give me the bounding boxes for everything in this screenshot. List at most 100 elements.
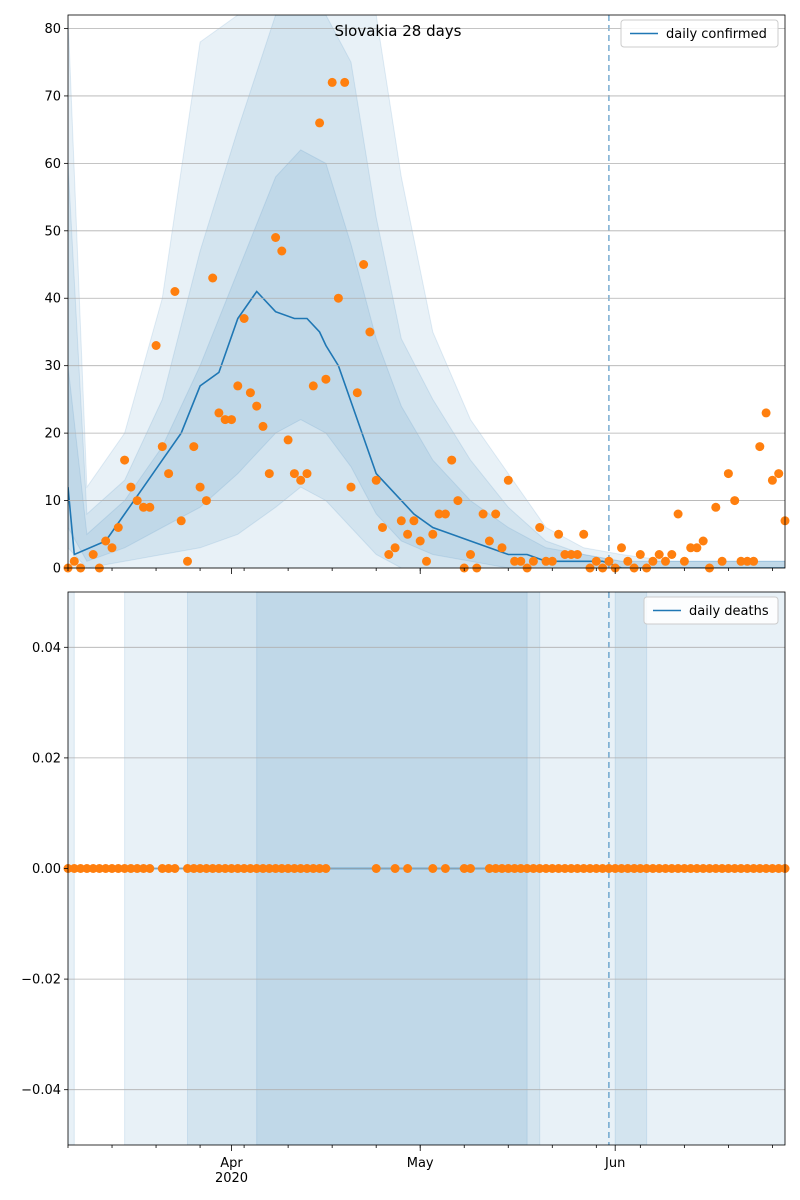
- data-point: [101, 536, 111, 546]
- x-tick-label: Apr: [220, 1156, 243, 1171]
- plot-area: [68, 15, 785, 568]
- legend-label: daily deaths: [689, 604, 769, 619]
- data-point: [264, 864, 274, 873]
- data-point: [635, 864, 645, 873]
- data-point: [510, 864, 520, 873]
- data-point: [491, 509, 501, 519]
- data-point: [352, 388, 362, 398]
- data-point: [673, 864, 683, 873]
- data-point: [736, 556, 746, 566]
- data-point: [227, 415, 236, 425]
- data-point: [761, 864, 771, 873]
- data-point: [654, 550, 664, 559]
- data-point: [617, 543, 626, 553]
- data-point: [629, 864, 639, 873]
- data-point: [604, 864, 614, 873]
- data-point: [623, 864, 633, 873]
- data-point: [327, 77, 337, 87]
- data-point: [390, 864, 400, 873]
- data-point: [88, 550, 98, 559]
- data-point: [711, 864, 721, 873]
- data-point: [139, 502, 148, 512]
- data-point: [547, 556, 557, 566]
- y-tick-label: 10: [44, 494, 61, 509]
- data-point: [466, 864, 475, 873]
- data-point: [484, 864, 494, 873]
- data-point: [183, 864, 192, 873]
- data-point: [302, 864, 312, 873]
- data-point: [113, 523, 123, 532]
- data-point: [365, 327, 375, 337]
- data-point: [528, 556, 538, 566]
- data-point: [378, 523, 387, 532]
- data-point: [252, 401, 262, 411]
- data-point: [686, 864, 696, 873]
- data-point: [541, 556, 551, 566]
- data-point: [189, 442, 199, 452]
- data-point: [648, 864, 658, 873]
- data-point: [315, 118, 325, 128]
- data-point: [201, 496, 211, 506]
- data-point: [749, 556, 759, 566]
- data-point: [409, 516, 419, 526]
- data-point: [145, 502, 155, 512]
- x-tick-label: Jun: [604, 1156, 625, 1171]
- data-point: [503, 475, 513, 485]
- data-point: [214, 864, 224, 873]
- data-point: [107, 543, 117, 553]
- data-point: [654, 864, 664, 873]
- data-point: [195, 482, 205, 492]
- data-point: [189, 864, 199, 873]
- data-point: [220, 415, 230, 425]
- data-point: [661, 556, 670, 566]
- data-point: [767, 475, 777, 485]
- data-point: [183, 556, 192, 566]
- data-point: [742, 556, 752, 566]
- data-point: [101, 864, 111, 873]
- data-point: [428, 864, 438, 873]
- data-point: [516, 864, 526, 873]
- data-point: [730, 864, 740, 873]
- data-point: [623, 556, 633, 566]
- data-point: [560, 550, 570, 559]
- data-point: [208, 864, 218, 873]
- data-point: [516, 556, 526, 566]
- data-point: [510, 556, 520, 566]
- data-point: [277, 864, 287, 873]
- data-point: [554, 864, 564, 873]
- data-point: [283, 864, 293, 873]
- data-point: [195, 864, 205, 873]
- data-point: [767, 864, 777, 873]
- data-point: [742, 864, 752, 873]
- chart-title: Slovakia 28 days: [334, 22, 461, 40]
- data-point: [774, 864, 784, 873]
- data-point: [698, 536, 708, 546]
- data-point: [497, 864, 507, 873]
- data-point: [560, 864, 570, 873]
- data-point: [692, 543, 702, 553]
- data-point: [69, 864, 79, 873]
- data-point: [107, 864, 117, 873]
- data-point: [227, 864, 236, 873]
- data-point: [164, 469, 174, 479]
- data-point: [541, 864, 551, 873]
- y-tick-label: 20: [44, 427, 61, 442]
- data-point: [566, 550, 576, 559]
- data-point: [591, 864, 601, 873]
- y-tick-label: −0.04: [21, 1083, 61, 1098]
- data-point: [491, 864, 501, 873]
- data-point: [271, 233, 281, 242]
- data-point: [673, 509, 683, 519]
- data-point: [447, 455, 457, 465]
- data-point: [371, 864, 381, 873]
- data-point: [428, 529, 438, 539]
- y-tick-label: 0.00: [32, 862, 61, 877]
- data-point: [346, 482, 356, 492]
- data-point: [252, 864, 262, 873]
- data-point: [528, 864, 538, 873]
- data-point: [283, 435, 293, 445]
- data-point: [359, 260, 369, 269]
- data-point: [642, 864, 652, 873]
- data-point: [755, 864, 765, 873]
